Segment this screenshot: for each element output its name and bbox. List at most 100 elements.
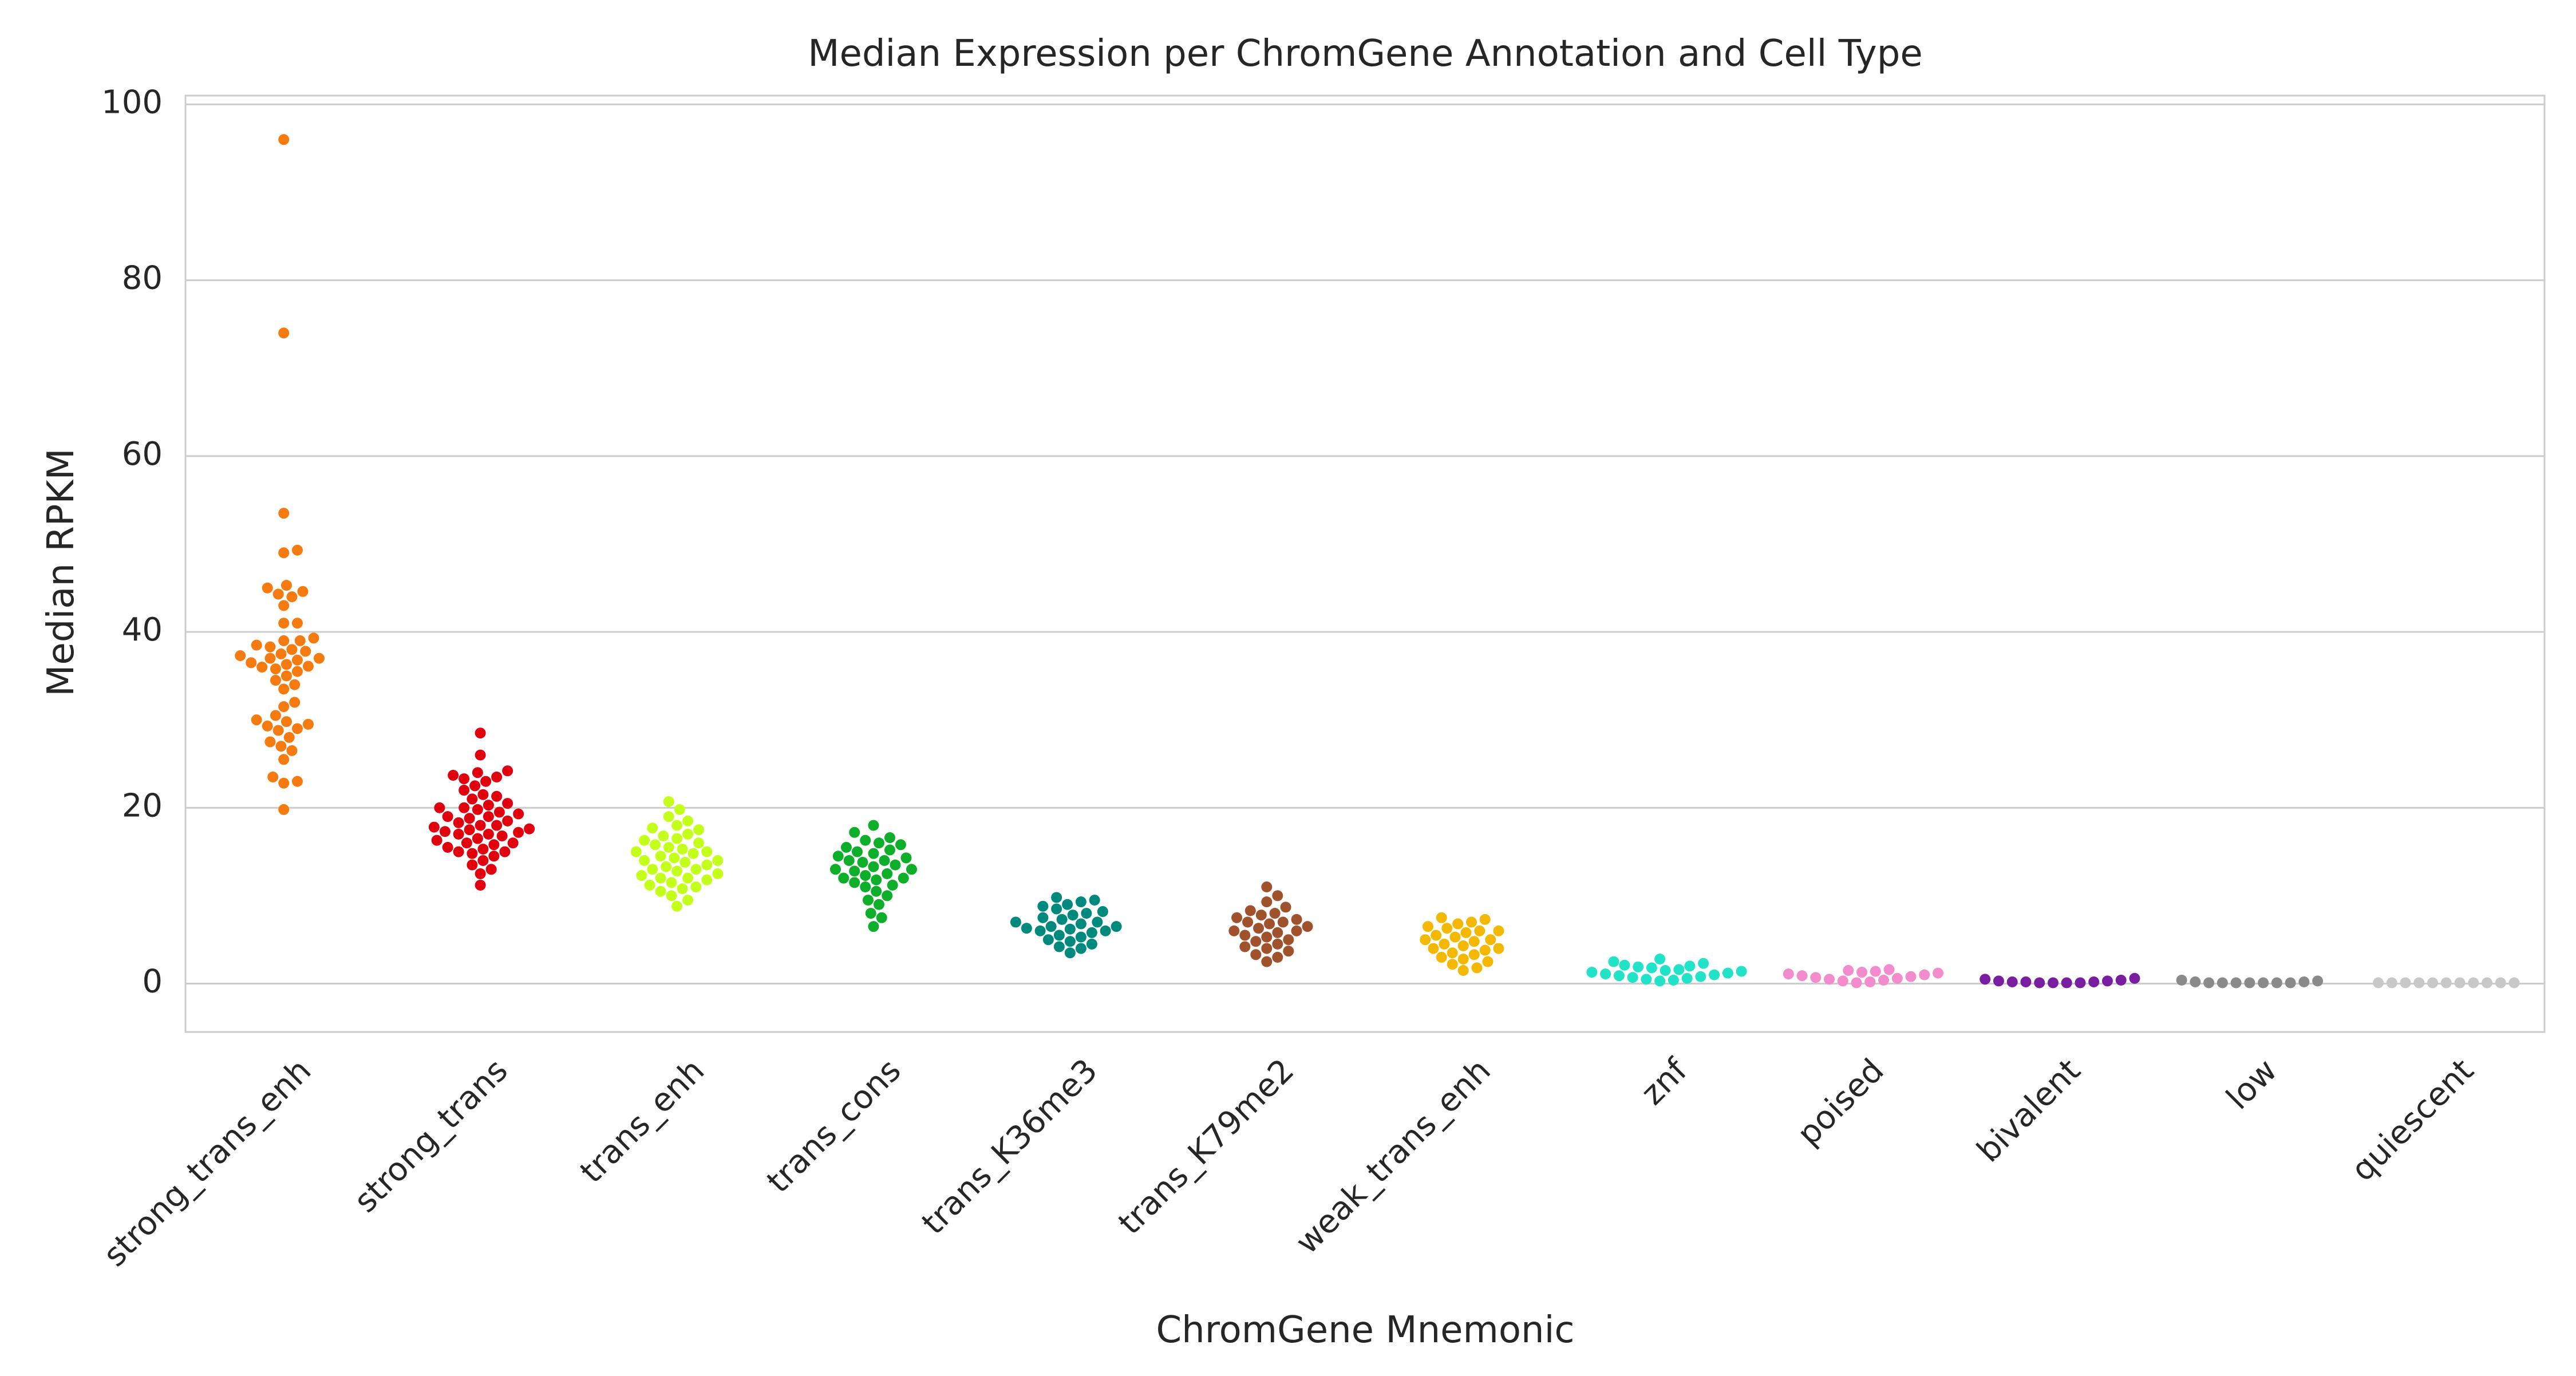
data-point <box>666 877 677 888</box>
data-point <box>289 697 301 708</box>
data-point <box>453 817 464 828</box>
data-point <box>1654 975 1666 987</box>
data-point <box>871 885 882 897</box>
data-point <box>1283 934 1294 946</box>
data-point <box>669 852 680 864</box>
data-point <box>483 800 494 811</box>
data-point <box>1037 900 1049 912</box>
data-point <box>1097 906 1108 918</box>
data-point <box>1627 972 1638 983</box>
data-point <box>2495 977 2506 988</box>
data-point <box>1075 918 1086 930</box>
data-point <box>493 806 505 818</box>
data-point <box>860 881 871 893</box>
data-point <box>291 776 303 787</box>
data-point <box>671 900 683 912</box>
data-point <box>278 134 290 145</box>
data-point <box>639 855 650 866</box>
data-point <box>682 895 694 906</box>
data-point <box>849 877 860 888</box>
data-point <box>467 793 478 805</box>
data-point <box>884 832 895 844</box>
data-point <box>1870 966 1881 977</box>
data-point <box>838 872 850 884</box>
data-point <box>1586 967 1598 978</box>
data-point <box>278 683 290 695</box>
data-point <box>1228 925 1240 936</box>
data-point <box>1261 881 1273 893</box>
data-point <box>453 828 464 840</box>
data-point <box>235 650 246 662</box>
data-point <box>278 618 290 629</box>
data-point <box>434 802 445 813</box>
data-point <box>873 837 884 849</box>
data-point <box>661 861 672 872</box>
data-point <box>278 635 290 646</box>
data-point <box>1111 921 1122 932</box>
data-point <box>882 868 893 879</box>
data-point <box>1613 970 1625 982</box>
data-point <box>1695 971 1706 982</box>
data-point <box>1422 921 1433 932</box>
data-point <box>475 727 486 739</box>
data-point <box>674 804 685 815</box>
data-point <box>2373 977 2384 988</box>
data-point <box>291 666 303 677</box>
data-point <box>472 804 483 815</box>
data-point <box>2386 977 2397 988</box>
data-point <box>2312 975 2324 987</box>
data-point <box>459 773 470 785</box>
data-point <box>1302 921 1313 932</box>
data-point <box>272 725 284 736</box>
data-point <box>283 732 295 743</box>
chart-title: Median Expression per ChromGene Annotati… <box>808 33 1922 75</box>
data-point <box>2034 977 2045 988</box>
data-point <box>2285 977 2296 988</box>
data-point <box>513 808 524 820</box>
data-point <box>524 823 535 835</box>
data-point <box>264 641 276 653</box>
data-point <box>868 861 879 872</box>
data-point <box>264 653 276 664</box>
data-point <box>1086 927 1097 938</box>
data-point <box>884 844 895 856</box>
data-point <box>865 908 876 919</box>
data-point <box>496 830 508 841</box>
data-point <box>2440 977 2452 988</box>
data-point <box>1465 916 1477 928</box>
data-point <box>1457 953 1469 964</box>
data-point <box>477 843 489 855</box>
data-point <box>1431 930 1442 941</box>
data-point <box>1684 960 1696 972</box>
data-point <box>1272 951 1283 963</box>
data-point <box>2258 977 2269 988</box>
data-point <box>1064 923 1076 935</box>
data-point <box>1067 910 1078 921</box>
data-point <box>1673 964 1685 975</box>
data-point <box>1891 972 1903 984</box>
data-point <box>1457 940 1469 951</box>
data-point <box>906 864 917 875</box>
data-point <box>873 899 884 910</box>
y-tick-label: 40 <box>122 611 163 649</box>
data-point <box>270 663 281 675</box>
data-point <box>1905 971 1917 982</box>
data-point <box>1272 927 1283 938</box>
data-point <box>1242 916 1254 928</box>
data-point <box>671 833 683 844</box>
data-point <box>682 815 694 827</box>
data-point <box>1291 925 1302 936</box>
data-point <box>267 772 279 783</box>
data-point <box>1261 956 1273 967</box>
data-point <box>1420 934 1431 946</box>
data-point <box>2129 972 2140 984</box>
data-point <box>491 790 503 802</box>
data-point <box>1089 895 1100 906</box>
data-point <box>483 828 494 840</box>
data-point <box>1441 923 1453 934</box>
data-point <box>1783 968 1794 980</box>
data-point <box>663 811 674 823</box>
data-point <box>275 648 287 659</box>
data-point <box>308 632 319 644</box>
